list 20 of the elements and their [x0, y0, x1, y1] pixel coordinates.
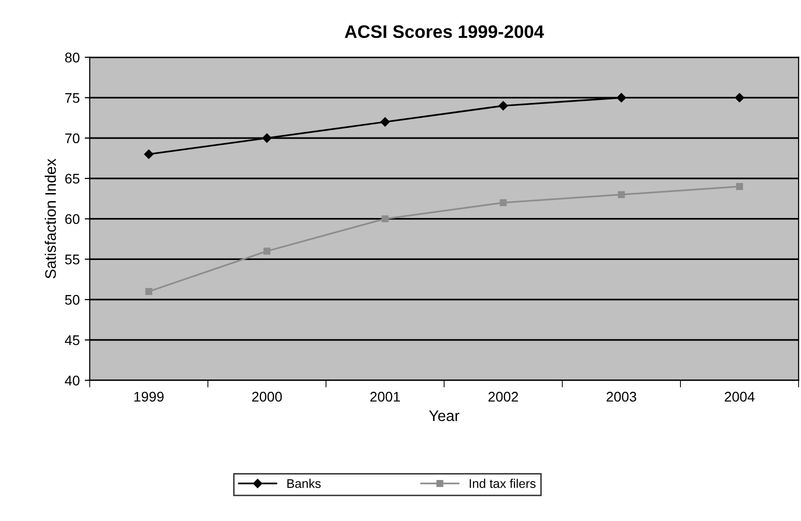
chart-title: ACSI Scores 1999-2004: [344, 25, 544, 38]
x-tick-label: 2001: [370, 392, 400, 402]
legend-label: Banks: [287, 478, 321, 488]
legend-label: Ind tax filers: [470, 478, 536, 488]
y-axis-title: Satisfaction Index: [44, 158, 56, 278]
y-tick-label: 70: [65, 133, 80, 144]
y-tick-label: 65: [65, 174, 80, 184]
y-tick-label: 50: [65, 294, 80, 305]
y-tick-label: 40: [64, 376, 80, 386]
x-tick-label: 2004: [724, 392, 755, 402]
x-axis-title: Year: [429, 410, 460, 422]
x-tick-label: 2000: [252, 392, 282, 402]
x-tick-label: 2003: [606, 392, 636, 402]
y-tick-label: 45: [64, 335, 80, 346]
y-tick-label: 55: [65, 254, 80, 264]
y-tick-label: 75: [65, 93, 80, 103]
x-tick-label: 2002: [488, 392, 518, 402]
y-tick-label: 80: [65, 52, 80, 62]
y-tick-label: 60: [65, 214, 80, 224]
x-tick-label: 1999: [134, 392, 164, 402]
